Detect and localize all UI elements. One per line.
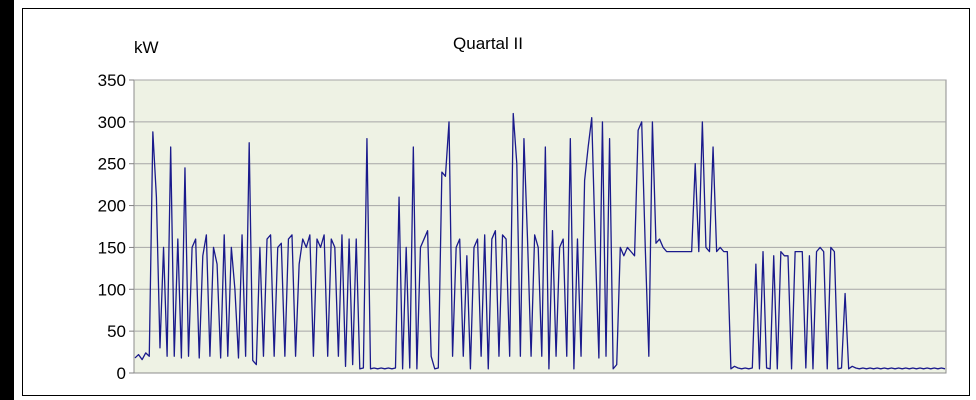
y-tick-label: 250 [98,155,126,174]
left-edge-bar [0,0,14,400]
series-line [134,112,946,370]
y-tick-label: 350 [98,71,126,90]
y-tick-label: 150 [98,238,126,257]
y-tick-label: 0 [117,364,126,383]
y-tick-label: 200 [98,197,126,216]
plot-area [133,79,947,374]
chart-title: Quartal II [453,34,523,53]
y-tick-label: 50 [107,322,126,341]
y-axis-unit-label: kW [134,38,159,57]
y-tick-label: 100 [98,280,126,299]
y-axis-ticks: 0 50 100 150 200 250 300 350 [98,71,134,383]
y-tick-label: 300 [98,113,126,132]
